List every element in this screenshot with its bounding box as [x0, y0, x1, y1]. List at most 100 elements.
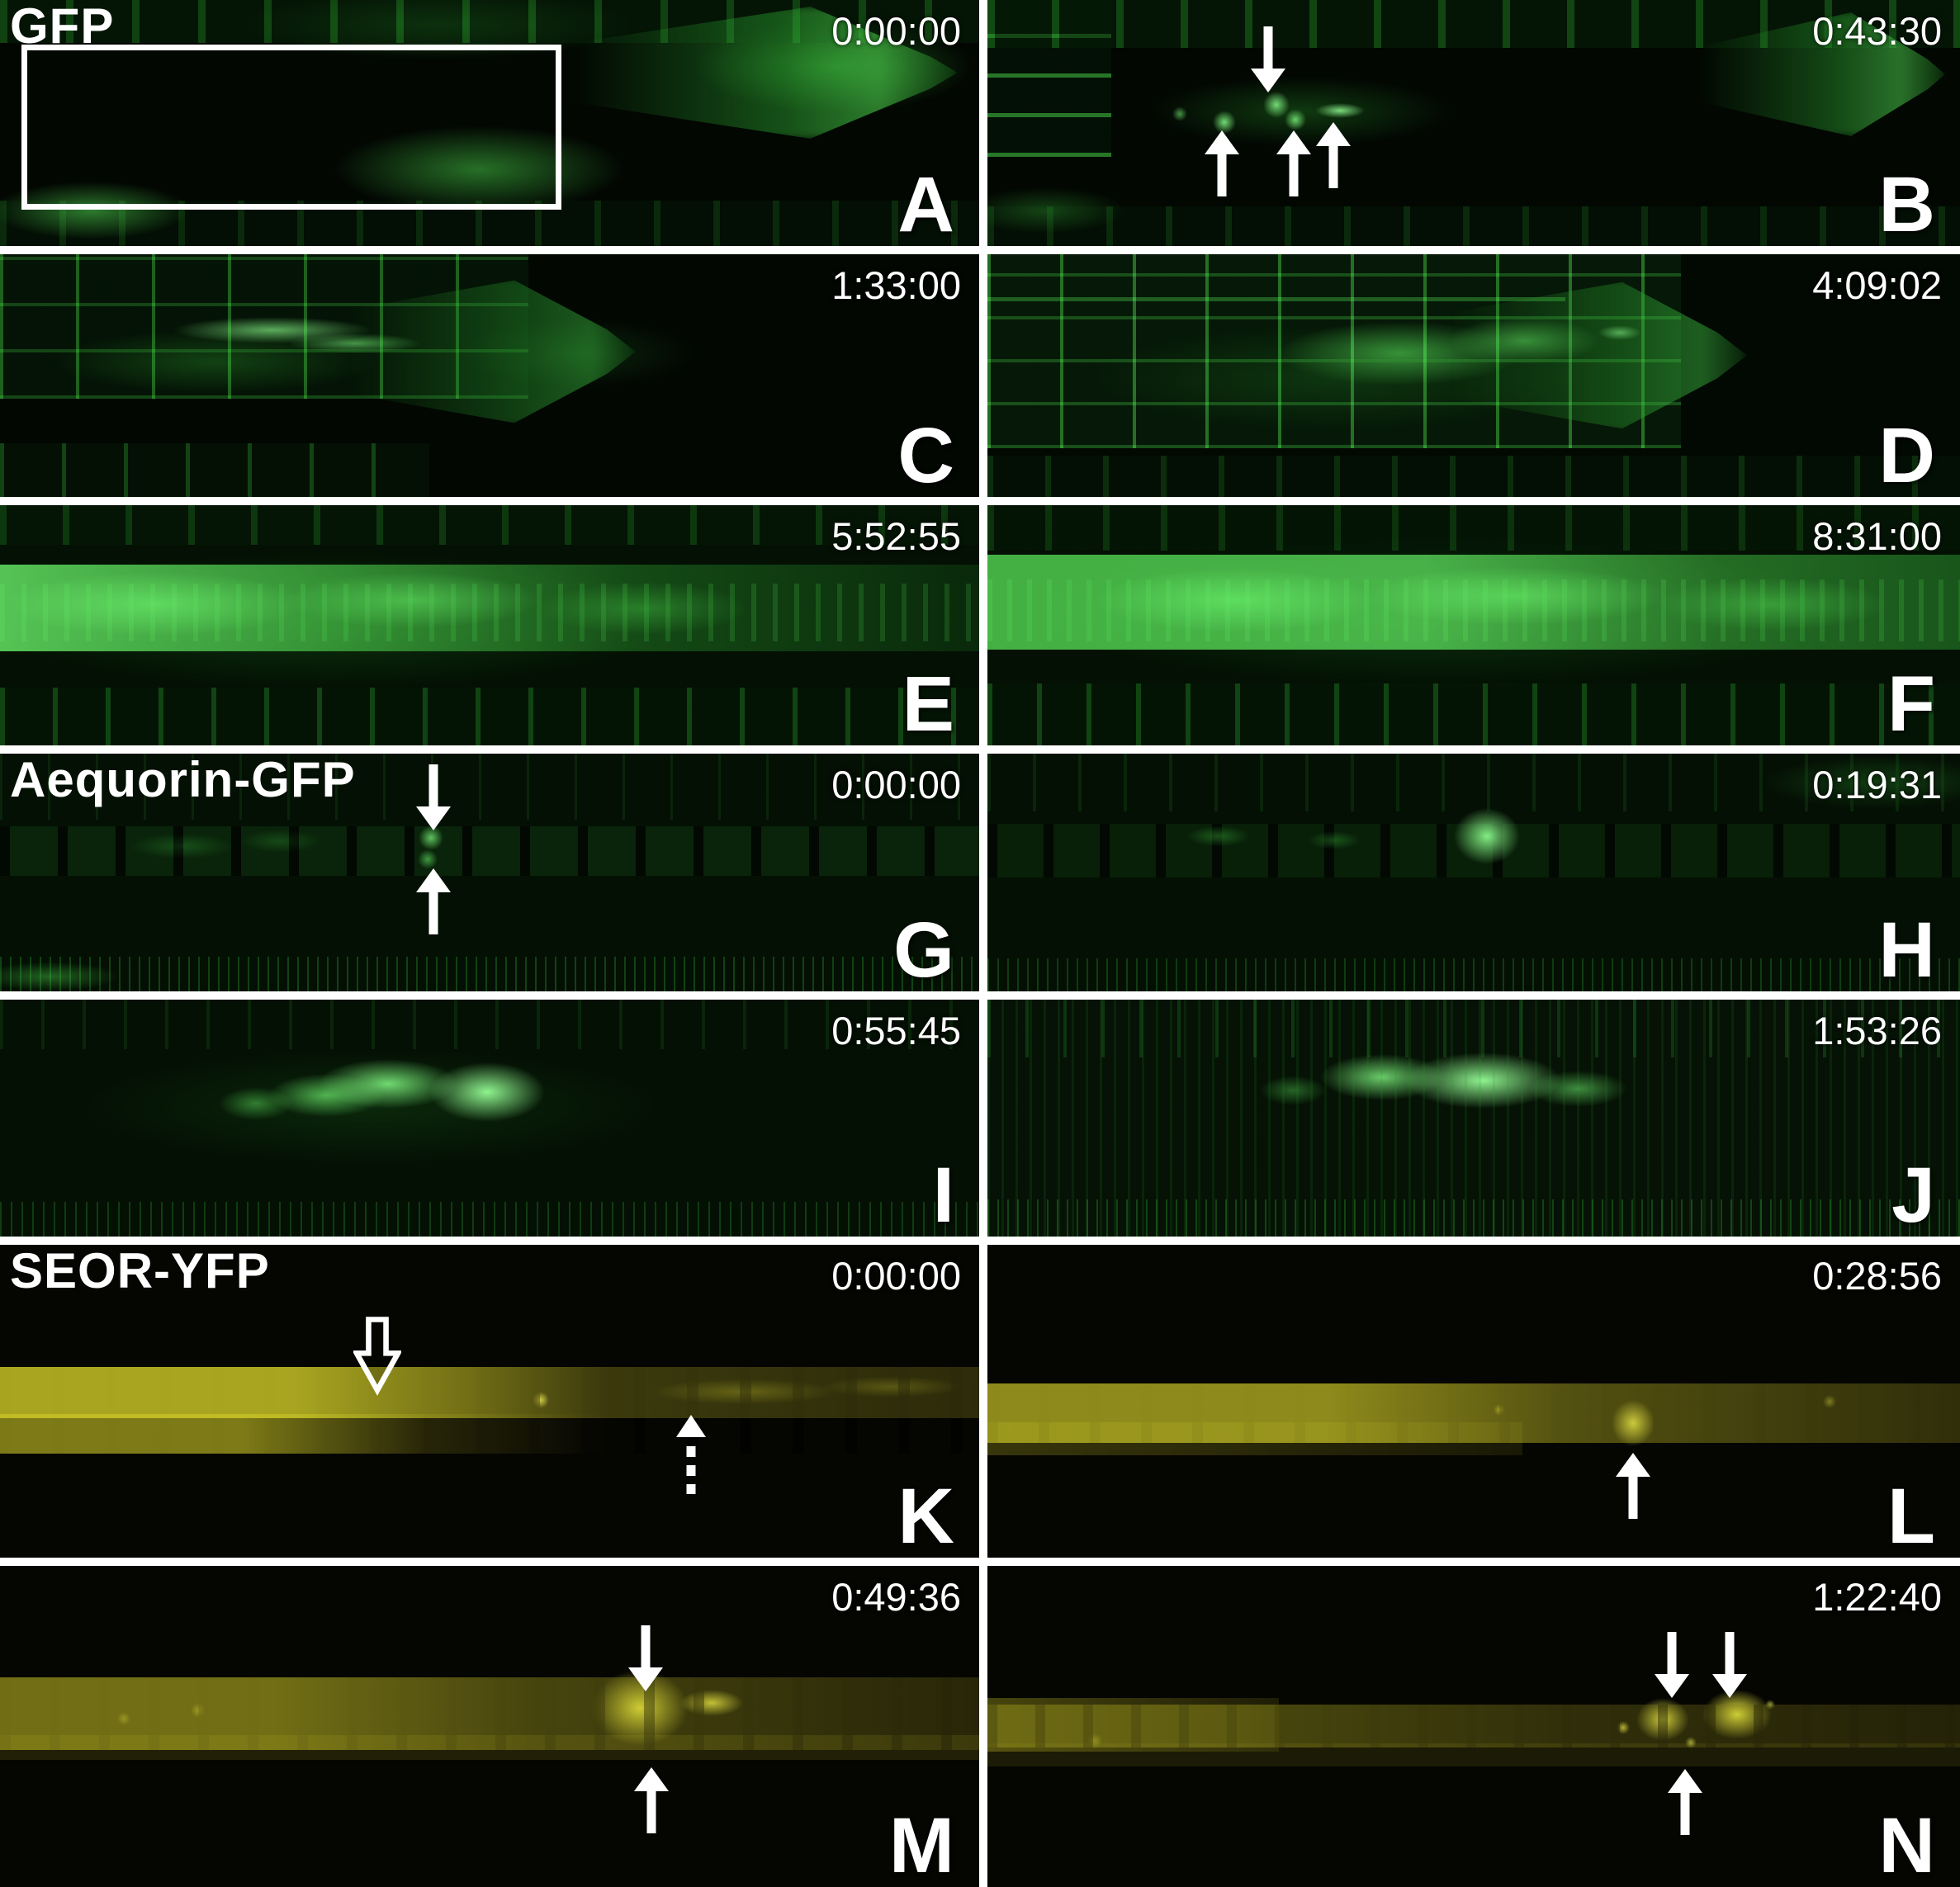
micrograph-gfp-root	[987, 254, 1960, 497]
timestamp: 0:28:56	[1812, 1254, 1942, 1298]
panel-letter: H	[1878, 906, 1935, 991]
open-down-arrow-icon	[353, 1317, 401, 1396]
panel-letter: I	[932, 1152, 954, 1237]
group-label-aequorin-gfp: Aequorin-GFP	[10, 754, 356, 807]
arrow-shaft	[428, 890, 438, 934]
arrow-head	[1251, 69, 1285, 92]
arrow-shaft	[641, 1625, 651, 1670]
panel-letter: C	[897, 412, 954, 497]
panel-D: 4:09:02 D	[987, 254, 1960, 497]
arrow-shaft	[1328, 144, 1338, 188]
panel-J: 1:53:26 J	[987, 1000, 1960, 1237]
panel-E: 5:52:55 E	[0, 505, 979, 745]
panel-letter: G	[893, 906, 954, 991]
micrograph-seor-yfp	[0, 1245, 979, 1558]
panel-letter: M	[888, 1802, 954, 1887]
micrograph-seor-yfp	[987, 1566, 1960, 1887]
arrow-head	[1276, 130, 1311, 154]
panel-G: Aequorin-GFP 0:00:00 G	[0, 754, 979, 991]
arrow-shaft	[1289, 152, 1299, 196]
micrograph-seor-yfp	[0, 1566, 979, 1887]
arrow-shaft	[686, 1446, 696, 1494]
down-arrow-icon	[414, 764, 452, 830]
arrow-shaft	[428, 764, 438, 809]
panel-letter: F	[1887, 660, 1935, 745]
timestamp: 0:00:00	[831, 763, 961, 806]
timestamp: 0:49:36	[831, 1575, 961, 1619]
timestamp: 0:19:31	[1812, 763, 1942, 806]
timestamp: 1:33:00	[831, 263, 961, 307]
micrograph-aequorin-gfp	[987, 1000, 1960, 1237]
arrow-head	[1668, 1769, 1702, 1793]
arrow-shaft	[1263, 26, 1273, 71]
micrograph-aequorin-gfp	[0, 1000, 979, 1237]
arrow-shaft	[646, 1789, 656, 1833]
micrograph-aequorin-gfp	[987, 754, 1960, 991]
timestamp: 5:52:55	[831, 514, 961, 558]
arrow-head	[1655, 1674, 1689, 1698]
panel-K: SEOR-YFP 0:00:00 K	[0, 1245, 979, 1558]
panel-I: 0:55:45 I	[0, 1000, 979, 1237]
micrograph-aequorin-gfp	[0, 754, 979, 991]
panel-F: 8:31:00 F	[987, 505, 1960, 745]
up-arrow-icon	[1275, 130, 1313, 196]
panel-letter: A	[897, 161, 954, 246]
timestamp: 0:55:45	[831, 1009, 961, 1052]
panel-letter: J	[1891, 1152, 1935, 1237]
panel-L: 0:28:56 L	[987, 1245, 1960, 1558]
group-label-seor-yfp: SEOR-YFP	[10, 1245, 270, 1298]
roi-rectangle	[21, 45, 561, 210]
arrow-head	[416, 868, 451, 892]
dashed-up-arrow-icon	[672, 1415, 710, 1494]
arrow-head	[628, 1667, 663, 1691]
up-arrow-icon	[1666, 1769, 1704, 1835]
arrow-head	[1616, 1453, 1650, 1477]
arrow-head	[1205, 130, 1239, 154]
panel-M: 0:49:36 M	[0, 1566, 979, 1887]
arrow-head	[1316, 122, 1351, 146]
panel-A: GFP 0:00:00 A	[0, 0, 979, 246]
micrograph-gfp-root	[0, 254, 979, 497]
arrow-head	[676, 1415, 706, 1437]
up-arrow-icon	[632, 1767, 670, 1833]
arrow-head	[416, 806, 451, 830]
timestamp: 4:09:02	[1812, 263, 1942, 307]
arrow-shaft	[1680, 1790, 1690, 1835]
micrograph-seor-yfp	[987, 1245, 1960, 1558]
panel-letter: N	[1878, 1802, 1935, 1887]
group-label-gfp: GFP	[10, 0, 115, 54]
timestamp: 1:22:40	[1812, 1575, 1942, 1619]
panel-letter: E	[902, 660, 954, 745]
panel-letter: K	[897, 1473, 954, 1558]
panel-letter: L	[1887, 1473, 1935, 1558]
down-arrow-icon	[1653, 1632, 1691, 1698]
panel-B: 0:43:30 B	[987, 0, 1960, 246]
timestamp: 0:00:00	[831, 9, 961, 53]
up-arrow-icon	[414, 868, 452, 934]
arrow-head	[634, 1767, 669, 1791]
down-arrow-icon	[627, 1625, 665, 1691]
up-arrow-icon	[1614, 1453, 1652, 1519]
timestamp: 8:31:00	[1812, 514, 1942, 558]
arrow-shaft	[1628, 1474, 1638, 1519]
timestamp: 1:53:26	[1812, 1009, 1942, 1052]
panel-C: 1:33:00 C	[0, 254, 979, 497]
panel-N: 1:22:40 N	[987, 1566, 1960, 1887]
timestamp: 0:00:00	[831, 1254, 961, 1298]
down-arrow-icon	[1249, 26, 1287, 92]
up-arrow-icon	[1203, 130, 1241, 196]
panel-letter: B	[1878, 161, 1935, 246]
arrow-head	[1712, 1674, 1747, 1698]
arrow-shaft	[1217, 152, 1227, 196]
up-arrow-icon	[1314, 122, 1352, 188]
timestamp: 0:43:30	[1812, 9, 1942, 53]
micrograph-gfp-root	[0, 505, 979, 745]
panel-H: 0:19:31 H	[987, 754, 1960, 991]
micrograph-gfp-root	[987, 505, 1960, 745]
arrow-shaft	[1725, 1632, 1735, 1677]
micrograph-gfp-root-tip	[987, 0, 1960, 246]
arrow-shaft	[1667, 1632, 1677, 1677]
panel-letter: D	[1878, 412, 1935, 497]
down-arrow-icon	[1711, 1632, 1749, 1698]
